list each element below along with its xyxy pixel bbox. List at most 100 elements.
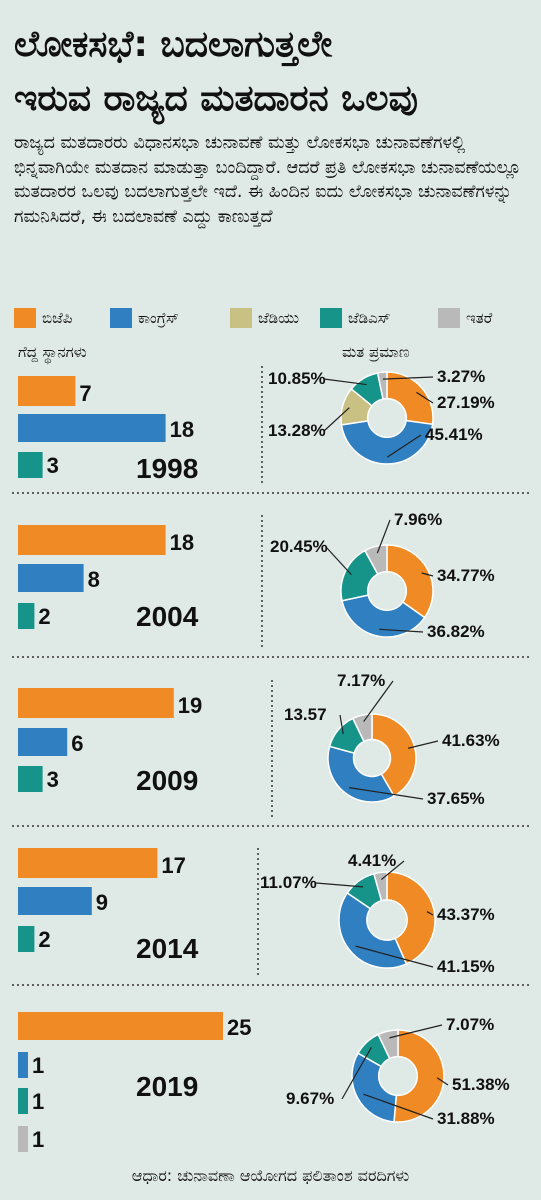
bar-2009-2	[18, 766, 43, 792]
pct-label-2004-3: 7.96%	[394, 510, 442, 529]
leader-2019-0	[436, 1077, 449, 1086]
legend-item-congress: ಕಾಂಗ್ರೆಸ್	[110, 306, 179, 330]
year-label-1998: 1998	[136, 453, 198, 484]
pct-label-2014-1: 41.15%	[437, 957, 495, 976]
pct-label-2004-2: 20.45%	[270, 537, 328, 556]
leader-1998-1	[386, 434, 422, 458]
legend-swatch-congress	[110, 308, 132, 328]
leader-2009-3	[363, 680, 394, 722]
intro-text: ರಾಜ್ಯದ ಮತದಾರರು ವಿಧಾನಸಭಾ ಚುನಾವಣೆ ಮತ್ತು ಲೋ…	[14, 133, 522, 227]
pct-label-1998-3: 10.85%	[268, 369, 326, 388]
bar-label-2019-1: 1	[32, 1053, 44, 1078]
legend-swatch-jds	[320, 308, 342, 328]
bar-label-2004-1: 8	[88, 567, 100, 592]
slice-2004-0	[386, 544, 434, 619]
bar-1998-1	[18, 414, 166, 442]
legend-swatch-others	[438, 308, 460, 328]
bar-2019-0	[18, 1012, 223, 1040]
leader-2014-1	[355, 945, 434, 968]
legend-item-jdu: ಜೆಡಿಯು	[230, 306, 299, 330]
title-line-1: ಲೋಕಸಭೆ: ಬದಲಾಗುತ್ತಲೇ	[14, 24, 333, 65]
bar-2014-1	[18, 887, 92, 915]
pct-label-2019-2: 9.67%	[286, 1089, 334, 1108]
leader-2019-2	[341, 1047, 372, 1100]
legend-item-jds: ಜೆಡಿಎಸ್	[320, 306, 391, 330]
slice-2014-1	[338, 891, 408, 969]
bar-2004-2	[18, 603, 35, 629]
leader-2009-0	[407, 740, 439, 749]
bar-label-2014-0: 17	[161, 853, 185, 878]
leader-2004-2	[325, 546, 352, 576]
legend-item-others: ಇತರೆ	[438, 306, 492, 330]
pct-label-2014-2: 11.07%	[260, 873, 317, 892]
pct-label-2014-0: 43.37%	[437, 905, 495, 924]
seats-heading: ಗೆದ್ದ ಸ್ಥಾನಗಳು	[18, 343, 87, 361]
bar-label-2014-2: 2	[38, 927, 50, 952]
bar-label-2019-0: 25	[227, 1015, 251, 1040]
slice-2014-0	[386, 871, 436, 965]
legend-swatch-jdu	[230, 308, 252, 328]
leader-2014-2	[315, 882, 364, 888]
slice-1998-1	[340, 419, 434, 465]
year-label-2019: 2019	[136, 1071, 198, 1102]
bar-2009-0	[18, 688, 174, 718]
leader-1998-0	[416, 391, 434, 404]
bar-2019-3	[18, 1126, 28, 1152]
bar-label-2014-1: 9	[96, 890, 108, 915]
bar-2004-1	[18, 564, 84, 592]
pct-label-1998-0: 27.19%	[437, 393, 495, 412]
leader-2009-2	[339, 714, 344, 735]
bar-2009-1	[18, 728, 68, 756]
legend-label-jds: ಜೆಡಿಎಸ್	[348, 309, 391, 327]
pct-label-2009-0: 41.63%	[442, 731, 500, 750]
pct-label-2009-1: 37.65%	[427, 789, 485, 808]
bar-label-1998-0: 7	[79, 381, 91, 406]
bar-label-2004-2: 2	[38, 604, 50, 629]
pct-label-1998-1: 45.41%	[425, 425, 483, 444]
bar-1998-0	[18, 376, 76, 406]
bar-2019-2	[18, 1088, 28, 1114]
legend-item-bjp: ಬಿಜೆಪಿ	[14, 306, 72, 330]
year-label-2004: 2004	[136, 601, 199, 632]
year-label-2014: 2014	[136, 933, 199, 964]
bar-label-2009-1: 6	[71, 731, 83, 756]
slice-2019-0	[393, 1029, 445, 1123]
slice-2014-3	[372, 871, 388, 902]
vote-share-heading: ಮತ ಪ್ರಮಾಣ	[342, 343, 410, 361]
bar-2019-1	[18, 1052, 28, 1078]
leader-1998-4	[382, 376, 434, 380]
pct-label-1998-2: 13.28%	[268, 421, 326, 440]
legend-label-bjp: ಬಿಜೆಪಿ	[42, 309, 73, 327]
pct-label-1998-4: 3.27%	[437, 367, 485, 386]
pct-label-2019-0: 51.38%	[452, 1075, 510, 1094]
bar-2004-0	[18, 525, 166, 555]
pct-label-2009-2: 13.57	[284, 705, 327, 724]
leader-2004-3	[376, 519, 391, 554]
pct-label-2004-1: 36.82%	[427, 622, 485, 641]
legend-swatch-bjp	[14, 308, 36, 328]
legend-label-congress: ಕಾಂಗ್ರೆಸ್	[138, 309, 179, 327]
leader-2014-3	[380, 860, 405, 881]
bar-label-2004-0: 18	[170, 530, 194, 555]
slice-2004-3	[363, 544, 388, 576]
leader-2004-1	[379, 628, 424, 633]
slice-2009-3	[351, 713, 373, 743]
pct-label-2009-3: 7.17%	[337, 671, 385, 690]
leader-1998-3	[323, 378, 367, 386]
bar-label-1998-1: 18	[170, 417, 194, 442]
pct-label-2019-3: 7.07%	[446, 1015, 494, 1034]
leader-2004-0	[421, 572, 434, 577]
bar-label-2009-0: 19	[178, 693, 202, 718]
leader-2019-3	[389, 1024, 443, 1039]
source-note: ಆಧಾರ: ಚುನಾವಣಾ ಆಯೋಗದ ಫಲಿತಾಂಶ ವರದಿಗಳು	[131, 1166, 410, 1185]
bar-2014-0	[18, 848, 158, 878]
bar-2014-2	[18, 926, 35, 952]
leader-2014-0	[426, 911, 434, 916]
legend-label-others: ಇತರೆ	[466, 309, 493, 327]
bar-label-2009-2: 3	[47, 767, 59, 792]
legend-label-jdu: ಜೆಡಿಯು	[258, 309, 299, 327]
legend: ಬಿಜೆಪಿ ಕಾಂಗ್ರೆಸ್ ಜೆಡಿಯು ಜೆಡಿಎಸ್ ಇತರೆ	[14, 306, 534, 334]
year-label-2009: 2009	[136, 765, 198, 796]
slice-2019-1	[351, 1052, 398, 1123]
slice-2009-1	[327, 745, 396, 803]
